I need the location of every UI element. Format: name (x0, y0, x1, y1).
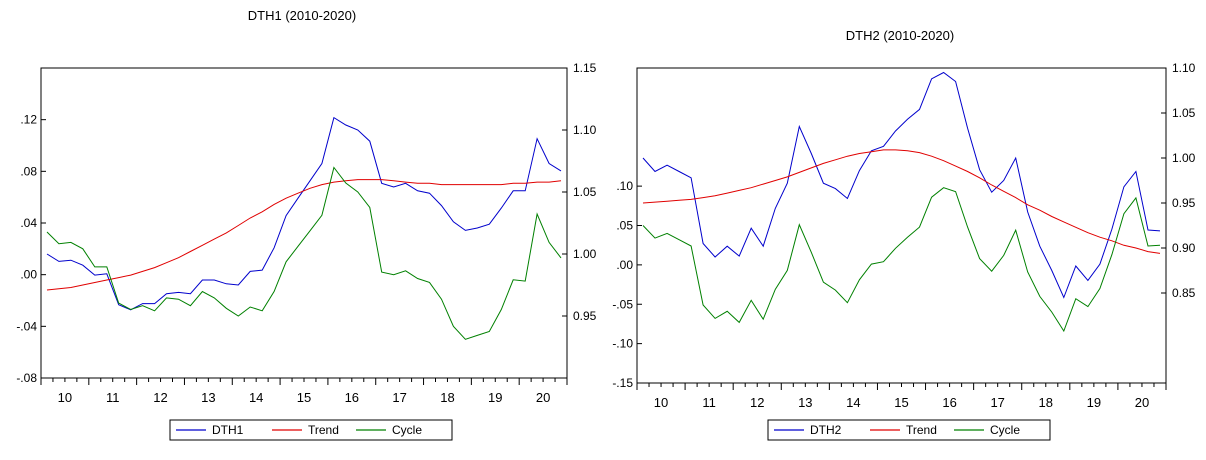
x-tick-label: 20 (536, 390, 550, 405)
left-tick-label: -.05 (612, 297, 633, 311)
x-axis: 10 11 12 13 14 15 16 17 18 19 20 (40, 378, 568, 405)
right-tick-label: 1.05 (573, 185, 597, 199)
legend-label: Cycle (392, 423, 422, 437)
left-tick-label: -.08 (16, 371, 37, 385)
x-axis: 10 11 12 13 14 15 16 17 18 19 20 (636, 383, 1167, 410)
right-tick-label: 0.95 (573, 309, 597, 323)
legend-label: Trend (906, 423, 937, 437)
x-tick-label: 18 (1039, 395, 1053, 410)
legend-label: Trend (308, 423, 339, 437)
right-tick-label: 0.90 (1172, 241, 1196, 255)
series-line-cycle (46, 166, 562, 340)
x-tick-label: 19 (488, 390, 502, 405)
right-tick-label: 1.15 (573, 61, 597, 75)
legend-label: DTH2 (810, 423, 842, 437)
series-group (642, 71, 1161, 333)
x-tick-label: 15 (894, 395, 908, 410)
chart-title: DTH1 (2010-2020) (248, 8, 356, 23)
legend: DTH2 Trend Cycle (767, 419, 1051, 441)
right-tick-label: 1.00 (573, 247, 597, 261)
legend: DTH1 Trend Cycle (169, 419, 453, 441)
left-tick-label: -.04 (16, 319, 37, 333)
x-tick-label: 17 (990, 395, 1004, 410)
chart-dth1: DTH1 (2010-2020) -.08 -.04 .00 .04 .08 .12 0.… (16, 8, 597, 441)
left-tick-label: .00 (20, 268, 37, 282)
right-tick-label: 1.10 (1172, 61, 1196, 75)
chart-dth2: DTH2 (2010-2020) -.15 -.10 -.05 .00 .05 .10 0… (612, 28, 1196, 441)
x-tick-label: 10 (654, 395, 668, 410)
left-axis: -.08 -.04 .00 .04 .08 .12 (16, 113, 46, 385)
right-tick-label: 0.85 (1172, 286, 1196, 300)
left-tick-label: .08 (20, 164, 37, 178)
left-tick-label: .04 (20, 216, 37, 230)
legend-label: DTH1 (212, 423, 244, 437)
right-tick-label: 1.10 (573, 123, 597, 137)
series-line-trend (46, 179, 562, 291)
x-tick-label: 11 (702, 395, 716, 410)
x-tick-label: 14 (249, 390, 263, 405)
series-line-dth2 (642, 71, 1161, 299)
x-tick-label: 20 (1135, 395, 1149, 410)
series-line-cycle (642, 187, 1161, 333)
x-tick-label: 19 (1087, 395, 1101, 410)
series-group (46, 116, 562, 340)
x-tick-label: 18 (440, 390, 454, 405)
right-axis: 0.85 0.90 0.95 1.00 1.05 1.10 (1161, 61, 1196, 300)
legend-box (767, 419, 1051, 441)
x-tick-label: 11 (106, 390, 120, 405)
right-tick-label: 0.95 (1172, 196, 1196, 210)
left-tick-label: .05 (616, 219, 633, 233)
chart-title: DTH2 (2010-2020) (846, 28, 954, 43)
plot-frame (636, 67, 1167, 384)
x-tick-label: 16 (345, 390, 359, 405)
right-tick-label: 1.05 (1172, 106, 1196, 120)
left-tick-label: .10 (616, 179, 633, 193)
x-tick-label: 12 (750, 395, 764, 410)
left-tick-label: .00 (616, 258, 633, 272)
x-tick-label: 14 (846, 395, 860, 410)
legend-label: Cycle (990, 423, 1020, 437)
x-tick-label: 15 (297, 390, 311, 405)
left-tick-label: -.10 (612, 337, 633, 351)
x-tick-label: 13 (201, 390, 215, 405)
x-tick-label: 17 (392, 390, 406, 405)
x-tick-label: 12 (153, 390, 167, 405)
x-tick-label: 10 (58, 390, 72, 405)
legend-box (169, 419, 453, 441)
x-tick-label: 16 (942, 395, 956, 410)
x-tick-label: 13 (798, 395, 812, 410)
series-line-trend (642, 149, 1161, 254)
series-line-dth1 (46, 116, 562, 311)
left-axis: -.15 -.10 -.05 .00 .05 .10 (612, 179, 642, 390)
right-axis: 0.95 1.00 1.05 1.10 1.15 (562, 61, 597, 323)
left-tick-label: -.15 (612, 376, 633, 390)
right-tick-label: 1.00 (1172, 151, 1196, 165)
left-tick-label: .12 (20, 113, 37, 127)
